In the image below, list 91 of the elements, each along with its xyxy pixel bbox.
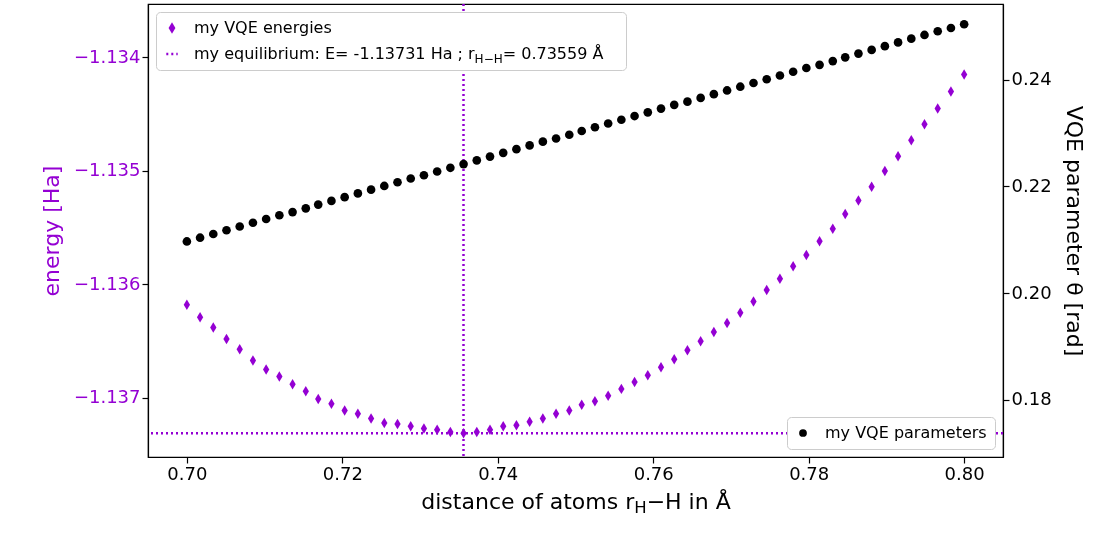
y2-axis-title: VQE parameter θ [rad]	[1061, 105, 1087, 357]
point	[432, 167, 442, 176]
legend-label: my VQE parameters	[825, 423, 987, 442]
point	[538, 137, 548, 146]
point	[301, 204, 311, 213]
point	[446, 163, 455, 173]
point	[749, 78, 758, 88]
point	[340, 192, 349, 202]
y2-tick-label: 0.24	[1011, 68, 1052, 90]
point	[485, 152, 495, 161]
point	[525, 141, 534, 150]
point	[880, 41, 890, 51]
point	[920, 30, 929, 40]
y-tick-label: −1.135	[73, 159, 141, 181]
point	[669, 100, 679, 110]
point	[815, 60, 824, 70]
point	[788, 67, 798, 77]
x-axis-title: distance of atoms r$_{H}$−H in Å	[421, 487, 731, 518]
point	[472, 156, 482, 165]
point	[420, 423, 428, 434]
point	[802, 63, 811, 73]
point	[603, 119, 613, 128]
point	[696, 93, 705, 103]
point	[222, 225, 231, 235]
point	[867, 45, 876, 55]
point	[498, 148, 508, 158]
point	[959, 19, 969, 29]
y2-tick-label: 0.18	[1011, 388, 1052, 410]
point	[762, 74, 772, 84]
y-axis-title: energy [Ha]	[38, 165, 64, 297]
y-tick-label: −1.134	[73, 45, 141, 67]
point	[196, 312, 204, 323]
point	[486, 424, 494, 435]
x-tick-label: 0.78	[789, 462, 830, 484]
x-tick-label: 0.80	[944, 462, 985, 484]
point	[709, 89, 719, 99]
point	[590, 122, 600, 132]
legend-label: my VQE energies	[194, 18, 332, 37]
point	[379, 181, 389, 191]
point	[906, 34, 916, 43]
point	[353, 189, 363, 198]
point	[313, 200, 323, 209]
point	[459, 159, 468, 169]
point	[327, 196, 336, 206]
point	[551, 134, 561, 143]
point	[419, 170, 429, 180]
x-tick-label: 0.72	[322, 462, 363, 484]
point	[656, 104, 666, 113]
point	[249, 355, 257, 366]
point	[235, 222, 245, 231]
point	[577, 126, 587, 136]
point	[182, 237, 192, 246]
point	[366, 185, 376, 194]
point	[512, 144, 521, 154]
x-tick-label: 0.76	[633, 462, 674, 484]
y2-tick-label: 0.20	[1011, 281, 1052, 303]
point	[776, 273, 784, 284]
point	[947, 86, 955, 97]
point	[946, 23, 956, 33]
point	[630, 111, 639, 121]
point	[854, 49, 863, 58]
point	[789, 261, 797, 272]
point	[367, 413, 375, 424]
point	[208, 229, 218, 239]
point	[275, 210, 284, 220]
point	[617, 115, 626, 125]
y-tick-label: −1.137	[73, 386, 141, 408]
point	[657, 362, 665, 373]
point	[960, 69, 968, 80]
point	[643, 107, 653, 117]
point	[683, 97, 692, 106]
point	[840, 53, 850, 62]
point	[893, 38, 903, 47]
legend-label: my equilibrium: E= -1.13731 Ha ; r$_{H−H}$= 0.73559 Å	[194, 44, 604, 66]
point	[195, 233, 205, 243]
point	[261, 214, 271, 224]
y-tick-label: −1.136	[73, 272, 141, 294]
point	[288, 207, 297, 217]
point	[393, 177, 402, 187]
point	[564, 130, 574, 140]
point	[591, 396, 599, 407]
point	[933, 26, 943, 36]
x-tick-label: 0.74	[478, 462, 519, 484]
point	[828, 56, 838, 66]
point	[248, 218, 258, 228]
x-tick-label: 0.70	[167, 462, 208, 484]
point	[775, 71, 785, 80]
point	[735, 82, 745, 92]
point	[722, 86, 732, 95]
y2-tick-label: 0.22	[1011, 174, 1052, 196]
point	[406, 174, 416, 183]
